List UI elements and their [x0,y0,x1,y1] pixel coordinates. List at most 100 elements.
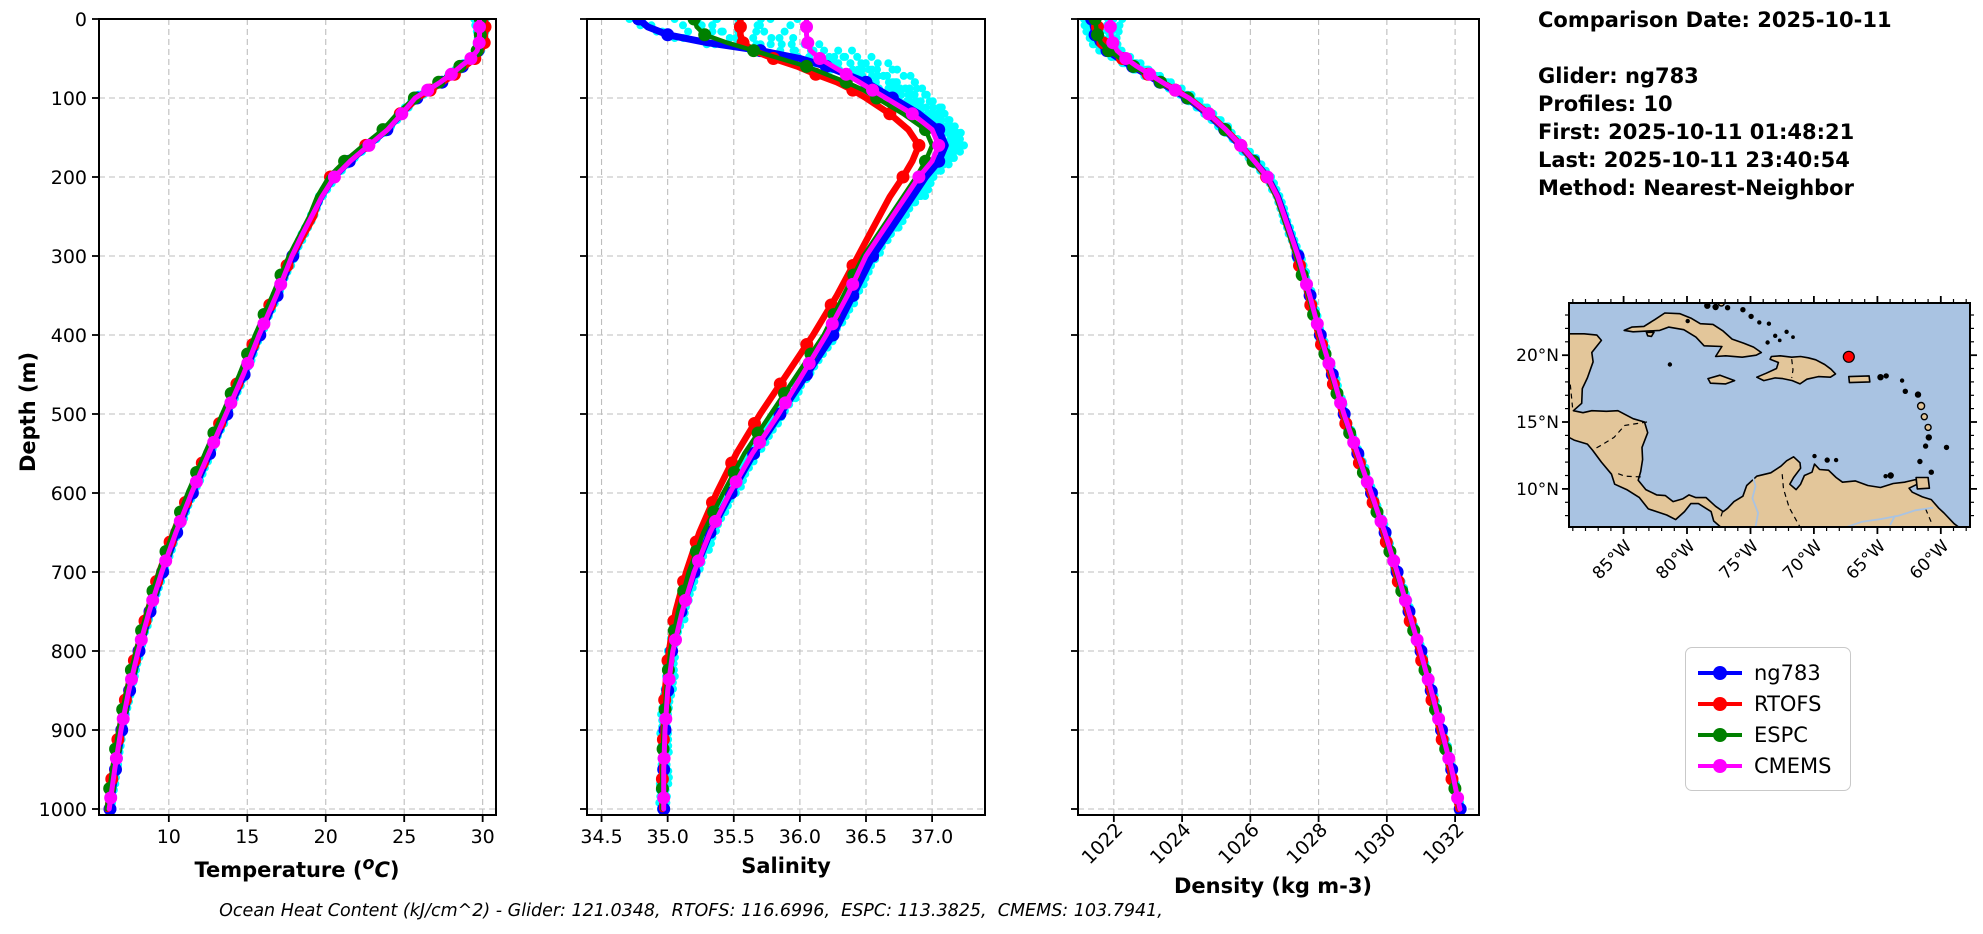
map-island [1922,443,1929,449]
map-lon-label: 85°W [1589,536,1636,583]
map-island [1917,458,1923,465]
legend-swatch-espc [1698,727,1742,742]
map-island [1791,335,1795,339]
svg-text:35.0: 35.0 [647,826,689,848]
density-series-cmems [1103,19,1465,812]
map-island [1667,362,1673,367]
map-landmass [1623,312,1763,358]
svg-text:1022: 1022 [1078,819,1128,869]
comparison-date-text: Comparison Date: 2025-10-11 [1538,8,1892,32]
map-island [1833,457,1839,463]
map-island [1740,307,1746,313]
salinity-ticks: 34.5 35.0 35.5 36.0 36.5 37.0 [580,18,953,848]
temperature-series-cmems [104,19,486,812]
svg-text:1000: 1000 [39,799,87,821]
map-island [1883,474,1888,479]
map-island [1925,434,1933,441]
map-lon-label: 65°W [1843,536,1890,583]
map-island [1685,318,1690,324]
salinity-series-cmems [657,19,946,812]
svg-text:600: 600 [51,483,87,505]
map-border [1615,472,1641,478]
legend-item-ng783: ng783 [1698,657,1838,688]
method-text: Method: Nearest-Neighbor [1538,176,1854,200]
map-island [1920,413,1929,421]
map-island [1877,374,1884,381]
location-map: 85°W 80°W 75°W 70°W 65°W 60°W 20°N 15°N 10°N [1516,296,1977,584]
temperature-axis-label-suffix: ) [389,858,400,882]
svg-text:700: 700 [51,562,87,584]
temperature-ticks: 10 15 20 25 30010020030040050060070080090010… [39,9,495,848]
map-border [1594,421,1648,450]
legend-label-espc: ESPC [1754,722,1808,747]
map-border [1569,384,1574,411]
profiles-count-text: Profiles: 10 [1538,92,1673,116]
temperature-panel: 10 15 20 25 30010020030040050060070080090010… [39,9,497,848]
map-island [1784,329,1789,334]
svg-text:1024: 1024 [1146,819,1196,869]
svg-text:800: 800 [51,641,87,663]
map-island [1765,340,1770,345]
map-island [1943,444,1950,451]
density-series-espc [1088,19,1462,812]
map-island [1772,333,1778,338]
density-axis-label: Density (kg m-3) [1173,874,1373,898]
map-border [1925,508,1933,524]
svg-text:0: 0 [75,9,87,31]
map-island [1748,313,1754,320]
legend-item-espc: ESPC [1698,719,1838,750]
temperature-series-espc [103,19,487,812]
legend-swatch-cmems [1698,758,1742,773]
svg-text:34.5: 34.5 [580,826,622,848]
svg-text:36.5: 36.5 [845,826,887,848]
map-island [1899,378,1905,383]
temperature-axis-label: Temperature (oC) [147,854,447,882]
svg-text:25: 25 [392,826,416,848]
map-island [1777,338,1782,343]
salinity-panel: 34.5 35.0 35.5 36.0 36.5 37.0 [580,18,986,848]
temperature-axis-label-text: Temperature ( [194,858,363,882]
map-island [1812,453,1817,459]
map-landmass [1848,375,1871,384]
legend-item-rtofs: RTOFS [1698,688,1838,719]
svg-text:15: 15 [235,826,259,848]
map-island [1887,472,1894,479]
svg-text:10: 10 [157,826,181,848]
map-landmass [1569,333,1960,527]
legend-swatch-rtofs [1698,696,1742,711]
legend-label-rtofs: RTOFS [1754,691,1822,716]
temperature-axis-unit: C [374,858,390,882]
map-lon-label: 60°W [1906,536,1953,583]
density-ticks: 1022 1024 1026 1028 1030 1032 [1071,18,1469,869]
map-island [1914,391,1922,398]
svg-text:1028: 1028 [1282,819,1332,869]
svg-text:500: 500 [51,404,87,426]
map-landmass [1915,476,1931,490]
ohc-footer-text: Ocean Heat Content (kJ/cm^2) - Glider: 1… [219,901,1163,921]
svg-text:1032: 1032 [1419,819,1469,869]
legend-label-cmems: CMEMS [1754,753,1832,778]
map-river [1889,515,1896,526]
map-island [1766,321,1772,326]
svg-text:37.0: 37.0 [911,826,953,848]
salinity-grid [587,18,985,815]
map-border [1781,474,1801,527]
map-landmass [1707,374,1736,385]
svg-text:30: 30 [471,826,495,848]
svg-text:1030: 1030 [1351,819,1401,869]
map-lat-label: 15°N [1516,413,1559,433]
map-island [1712,303,1719,311]
map-landmass [1645,331,1655,338]
map-river [1846,506,1934,527]
svg-text:300: 300 [51,246,87,268]
map-island [1924,423,1932,432]
map-river [1751,474,1760,527]
map-lon-label: 70°W [1779,536,1826,583]
map-landmass [1756,355,1837,385]
map-island [1724,305,1731,311]
svg-text:1026: 1026 [1214,819,1264,869]
svg-text:35.5: 35.5 [713,826,755,848]
temperature-grid [99,18,496,815]
